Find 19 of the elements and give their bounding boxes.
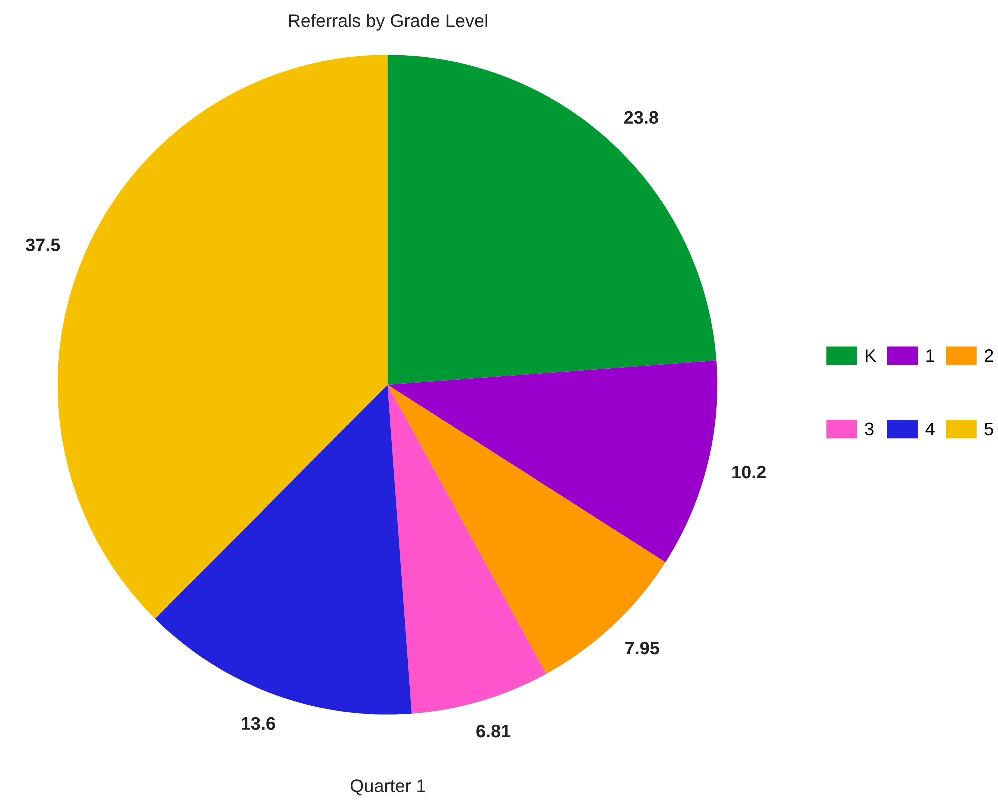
text: Quarter 1 — [350, 780, 426, 796]
pie-slice — [388, 384, 546, 714]
data-label: 23.8 — [624, 111, 658, 124]
pie-slice — [388, 360, 718, 563]
pie-slice — [388, 55, 717, 385]
legend-label: K — [866, 350, 876, 362]
data-label: 13.6 — [242, 717, 276, 730]
chart-title: Referrals by Grade Level — [289, 14, 488, 31]
data-label: 7.95 — [626, 642, 660, 655]
data-label: 6.81 — [476, 724, 511, 738]
data-label: 37.5 — [26, 238, 60, 252]
legend-label: 4 — [926, 422, 935, 436]
data-label: 10.2 — [732, 466, 766, 479]
pie-slice — [388, 384, 666, 674]
legend-label: 5 — [984, 422, 994, 436]
legend-label: 2 — [985, 350, 994, 362]
legend-label: 3 — [865, 422, 874, 436]
pie-slice — [155, 384, 412, 715]
legend-label: 1 — [926, 350, 934, 362]
